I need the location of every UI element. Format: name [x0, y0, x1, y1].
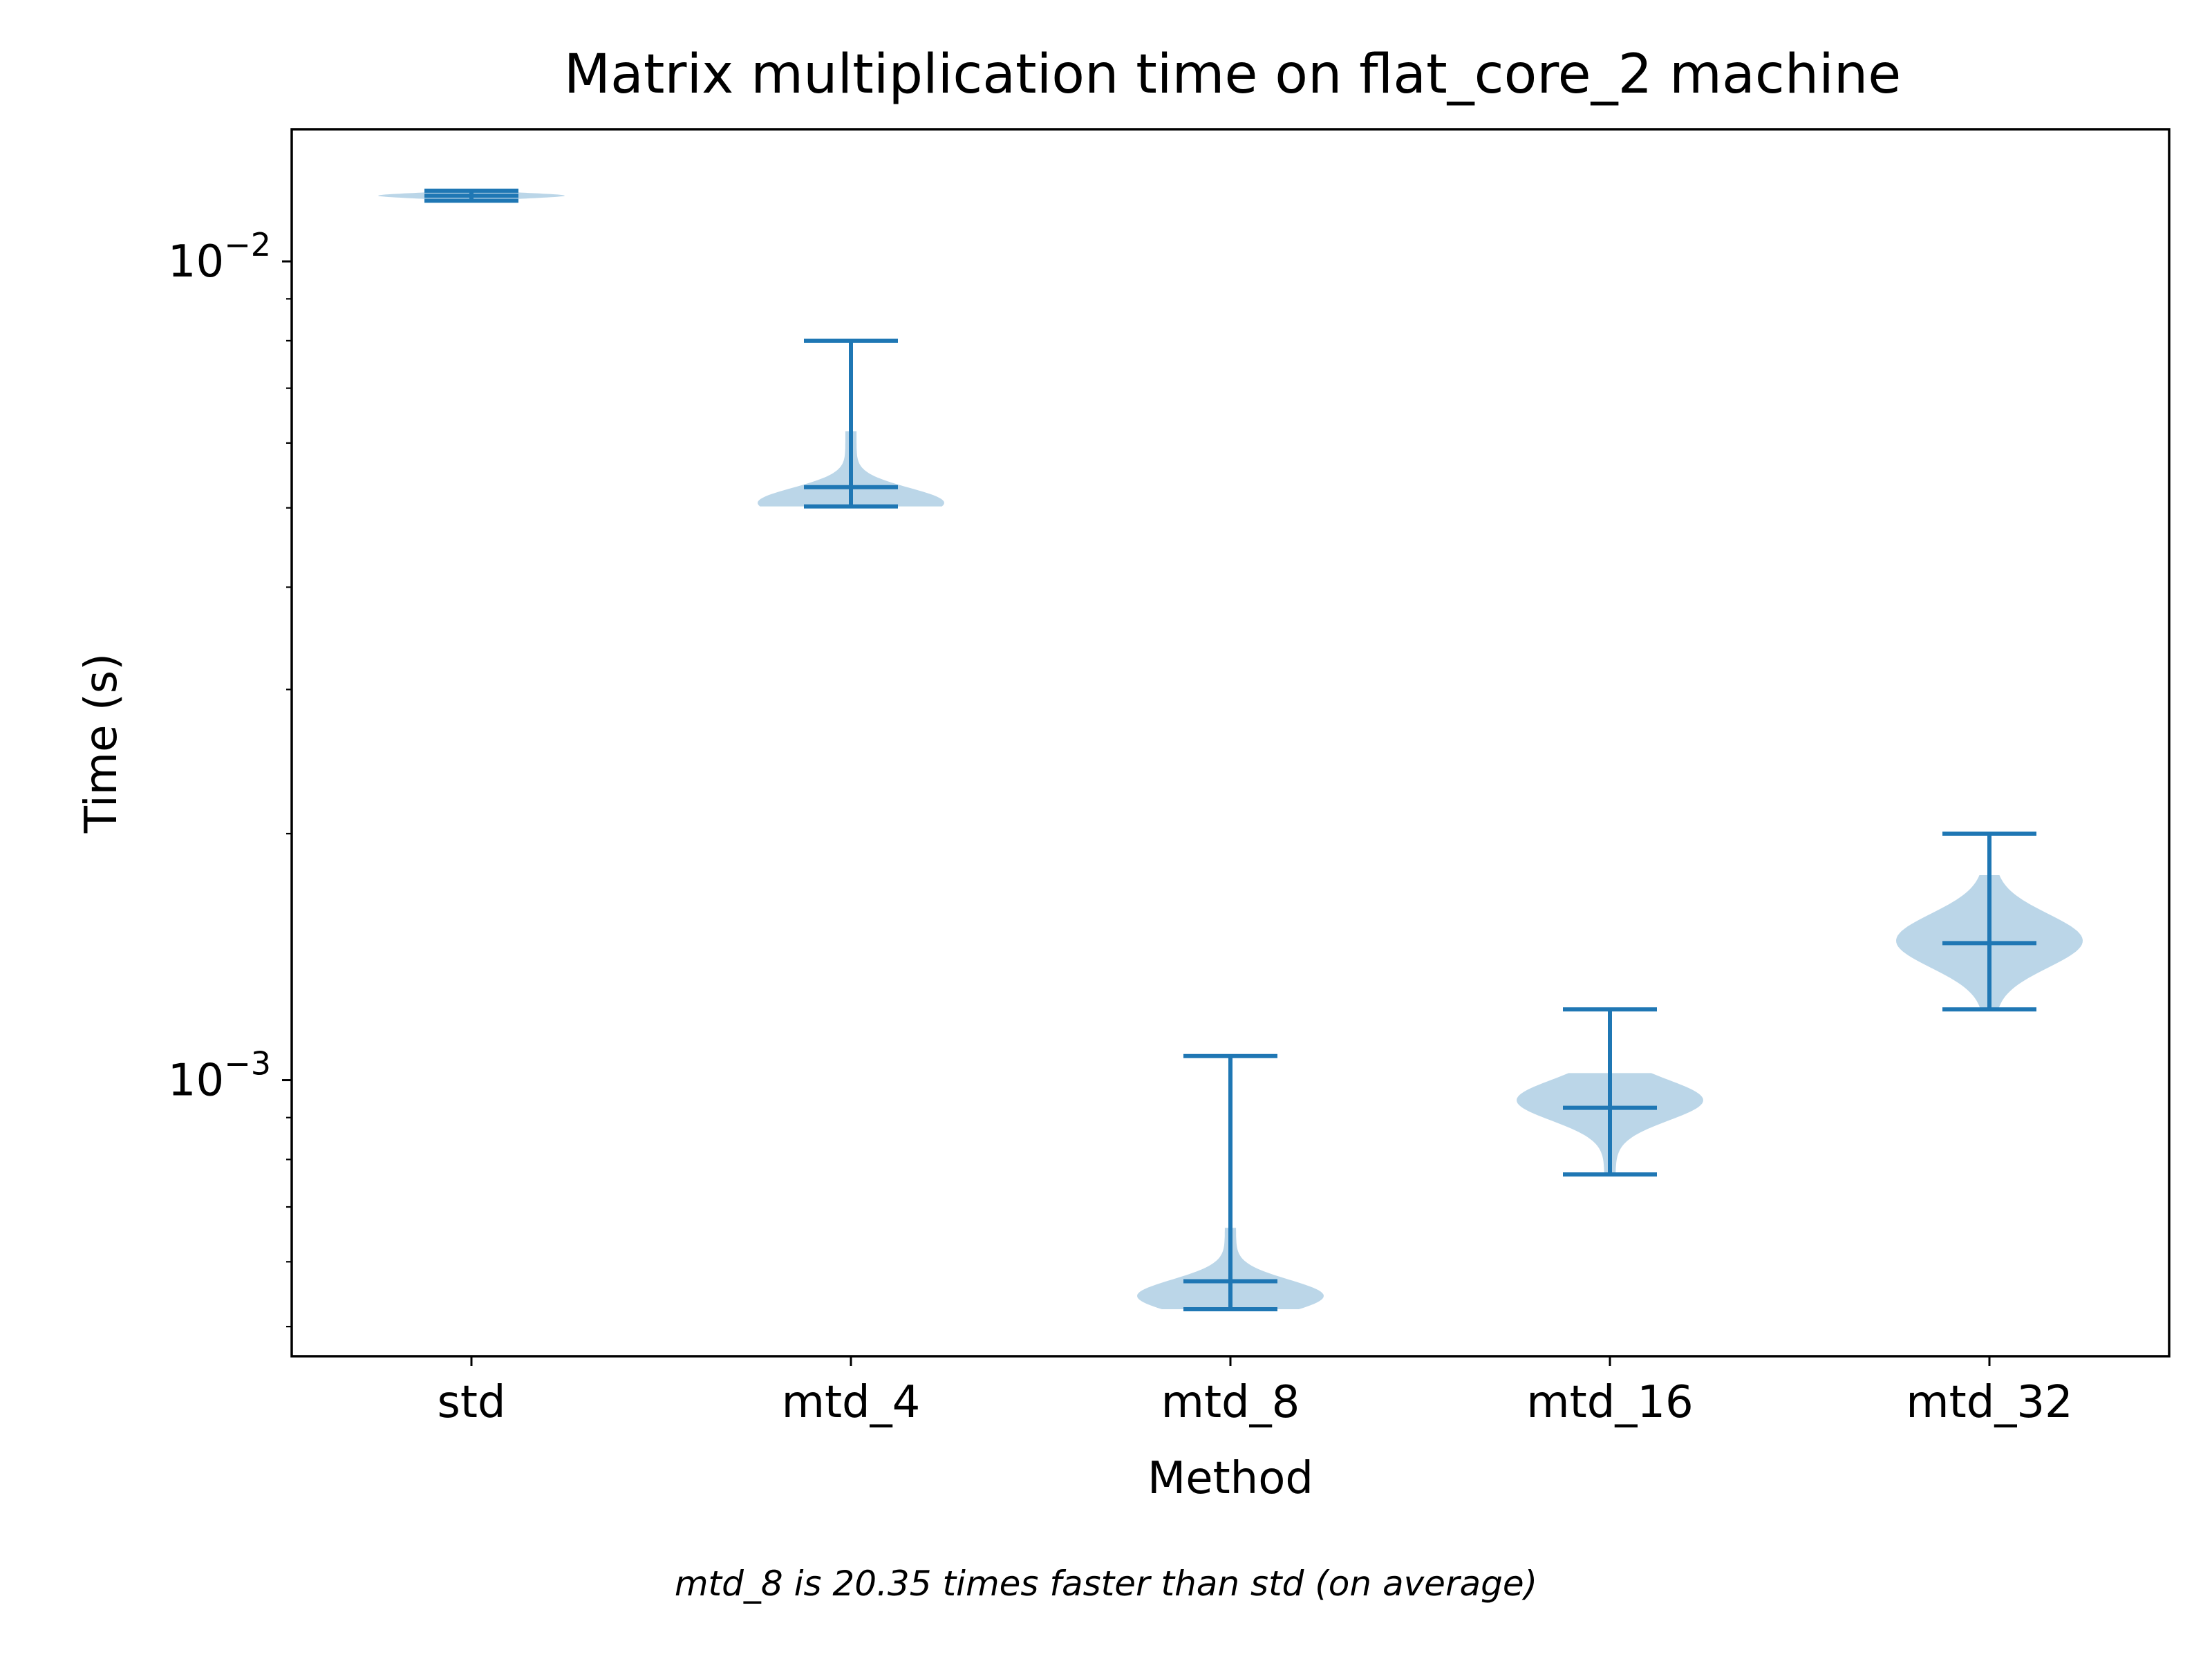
x-tick-label: mtd_8 — [1161, 1377, 1300, 1428]
y-axis-label: Time (s) — [76, 653, 127, 834]
x-tick-label: std — [437, 1377, 505, 1428]
markers-layer — [424, 188, 2036, 1312]
x-tick-label: mtd_32 — [1906, 1377, 2073, 1428]
x-axis-label: Method — [1147, 1453, 1313, 1504]
x-axis: std mtd_4 mtd_8 mtd_16 mtd_32 — [437, 1356, 2073, 1428]
chart-title: Matrix multiplication time on flat_core_… — [564, 44, 1902, 106]
y-tick-label: 10−2 — [168, 226, 271, 288]
x-tick-label: mtd_4 — [782, 1377, 921, 1428]
caption: mtd_8 is 20.35 times faster than std (on… — [674, 1564, 1538, 1604]
x-tick-label: mtd_16 — [1526, 1377, 1694, 1428]
y-tick-label: 10−3 — [168, 1045, 271, 1107]
y-axis: 10−2 10−3 — [168, 226, 292, 1328]
